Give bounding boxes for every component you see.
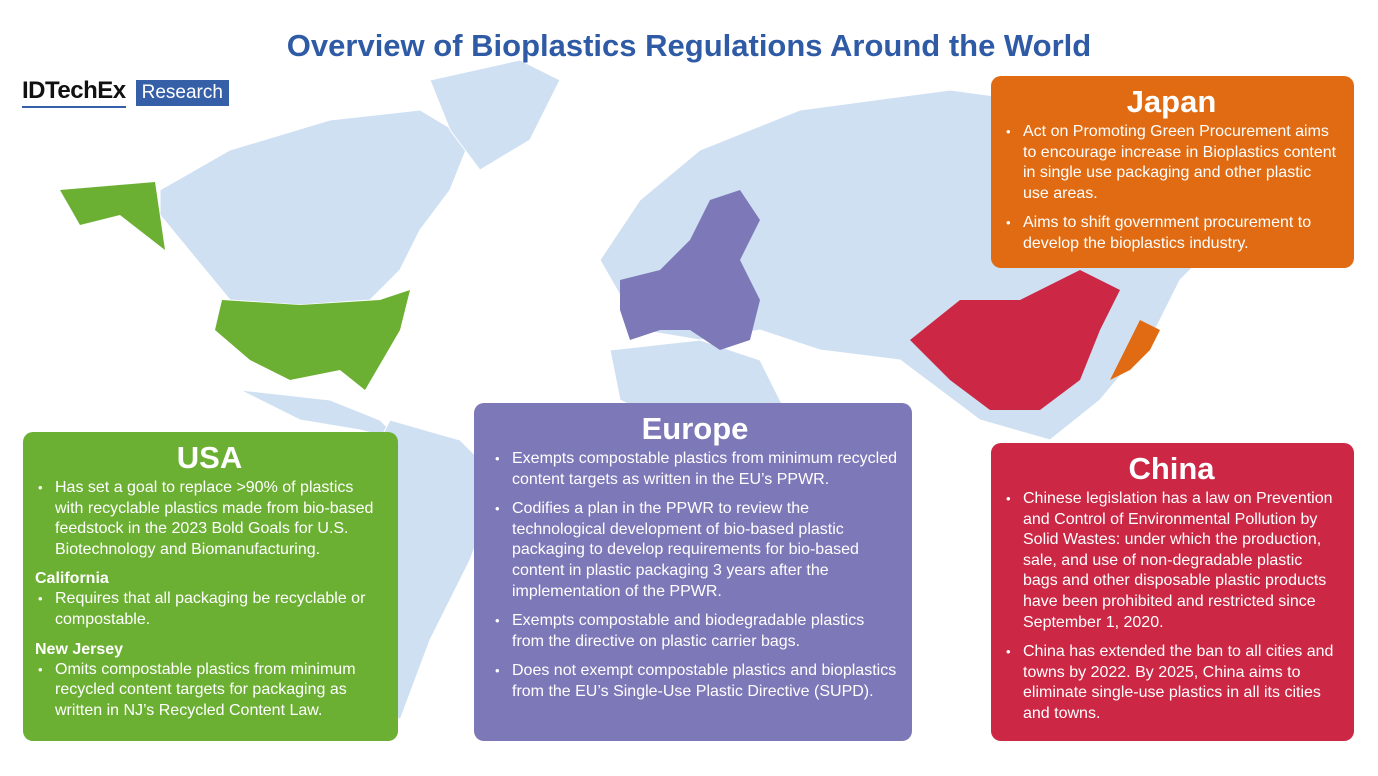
california-heading: California [35, 570, 109, 588]
japan-heading: Japan [1126, 84, 1217, 119]
new-jersey-bullet: Omits compostable plastics from minimum … [35, 660, 384, 722]
california-bullet: Requires that all packaging be recyclabl… [35, 589, 384, 630]
new-jersey-heading: New Jersey [35, 640, 124, 658]
europe-panel: Europe Exempts compostable plastics from… [474, 403, 912, 741]
europe-heading: Europe [641, 411, 749, 446]
usa-panel: USA Has set a goal to replace >90% of pl… [23, 432, 398, 741]
china-heading: China [1128, 451, 1215, 486]
page-title: Overview of Bioplastics Regulations Arou… [286, 28, 1092, 63]
china-bullet: China has extended the ban to all cities… [1003, 642, 1340, 724]
logo-brand: IDTechEx [22, 77, 126, 108]
japan-panel: Japan Act on Promoting Green Procurement… [991, 76, 1354, 268]
japan-map-region [1110, 320, 1160, 380]
europe-bullet: Exempts compostable plastics from minimu… [492, 449, 898, 490]
logo-tag: Research [135, 79, 229, 106]
china-panel: China Chinese legislation has a law on P… [991, 443, 1354, 741]
japan-bullet: Aims to shift government procurement to … [1003, 213, 1340, 254]
usa-heading: USA [176, 440, 243, 475]
china-map-region [910, 270, 1120, 410]
europe-bullet: Codifies a plan in the PPWR to review th… [492, 499, 898, 602]
china-bullet: Chinese legislation has a law on Prevent… [1003, 489, 1340, 633]
idtechex-logo: IDTechEx Research [22, 77, 229, 108]
japan-bullet: Act on Promoting Green Procurement aims … [1003, 122, 1340, 204]
usa-bullet: Has set a goal to replace >90% of plasti… [35, 478, 384, 560]
europe-bullet: Exempts compostable and biodegradable pl… [492, 611, 898, 652]
europe-bullet: Does not exempt compostable plastics and… [492, 661, 898, 702]
greenland-landmass [429, 59, 561, 171]
usa-map-region [60, 182, 410, 390]
canada-landmass [159, 109, 471, 306]
europe-map-region [620, 190, 760, 350]
